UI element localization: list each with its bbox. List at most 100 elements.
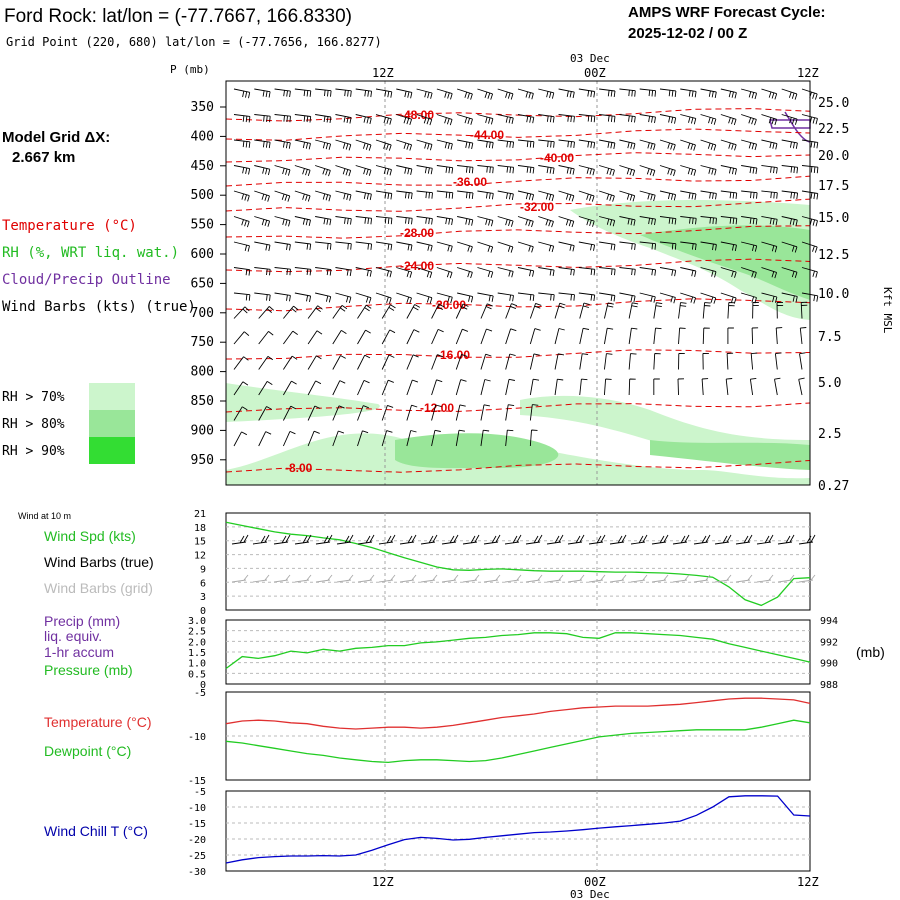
wind-barb [233,114,251,123]
height-tick-label: 7.5 [818,330,841,345]
wind-barb [639,292,656,303]
wind-barb [505,378,515,396]
wind-barb [233,406,248,421]
rh90-swatch [89,437,135,464]
wind-barb [431,328,444,345]
wind-barb-grid [672,574,690,583]
wind-barb [761,88,778,100]
panel-left-tick: 2.0 [188,637,206,648]
height-tick-label: 22.5 [818,122,849,137]
pressure-unit-label: (mb) [856,644,885,660]
wind-barb [335,114,352,124]
wind-barb [315,165,331,177]
wind-barb [599,139,616,149]
wind-barb-grid [441,574,459,583]
wind-barb [406,304,421,319]
wind-barb [457,114,473,125]
panel-left-tick: -15 [188,776,206,787]
wind-barb [294,88,312,97]
series-line-wind-chill [225,795,811,864]
wind-barb [406,354,419,370]
rh80-swatch [89,410,135,437]
wind-barb [258,331,274,345]
wind-barb [294,267,312,276]
wind-barb [628,353,637,370]
wind-barb-grid [630,574,648,583]
wind-barb [480,303,493,319]
wind-barb [558,139,575,148]
wind-barb [741,267,757,279]
legend-rh: RH (%, WRT liq. wat.) [2,245,179,261]
panel-frame [225,512,811,611]
wind-barb [680,139,696,151]
wind-barb [254,267,271,276]
wind-barb [578,114,596,123]
wind-barb [505,404,515,421]
wind-barb [639,165,656,177]
wind-barb-grid [294,574,312,583]
wind-barb [355,292,372,304]
wind10-panel: 21 18 15 12 9 6 3 0 [194,509,816,617]
temperature-contour-label: -32.00 [520,200,554,214]
wind-barb [727,302,735,319]
wind-barb-true [378,534,396,545]
wind-barb [396,88,413,99]
wind-barb [700,292,717,304]
rh80-region-mid [650,440,810,470]
wind-barb [357,430,369,447]
pressure-tick-label: 650 [191,276,214,291]
top-tick-12z-a: 12Z [372,66,394,80]
wind-barb [558,88,575,99]
wind-barb [579,378,588,396]
wind-barb [700,267,717,278]
legend-rh90: RH > 90% [2,444,65,459]
wind-barb [294,216,311,226]
wind-barb [455,429,465,447]
wind-barb-grid [462,574,480,583]
wind-barb-true [588,534,606,545]
wind-barb [558,114,575,123]
wind-barb-true [609,534,627,545]
wind-barb [517,292,535,301]
wind-barb-true [336,534,354,545]
bottom-tick-12z-a: 12Z [372,875,394,889]
wind-barb [455,328,469,345]
wind-barb [680,190,697,200]
pressure-tick-label: 900 [191,423,214,438]
wind-barb [700,114,717,125]
height-ticks: 25.0 22.5 20.0 17.5 15.0 12.5 10.0 7.5 5.0 2.5 0.2… [818,96,849,494]
wind-barb [332,380,346,396]
cycle-label: AMPS WRF Forecast Cycle: [628,4,826,21]
wind-barb [517,139,535,148]
panel-left-tick: -15 [188,819,206,830]
wind-barb [538,190,555,202]
wind-barb-true [231,534,249,545]
wind-barb [233,381,249,396]
wind-barb [599,241,616,251]
wind-barb [517,114,535,124]
wind-barb [578,292,596,302]
wind-barb-true [714,534,732,545]
wind-barb [375,292,392,304]
wind-barb [497,267,514,278]
wind-barb [578,241,596,251]
wind-barb [554,328,565,345]
wind-barb [355,114,372,125]
wind-barb [659,216,677,225]
wind-barb [332,305,348,319]
wind-barb [579,353,589,370]
wind-barb [233,139,251,148]
precip-label: Precip (mm) [44,613,120,629]
height-tick-label: 0.27 [818,479,849,494]
wind-barb [436,190,454,199]
height-tick-label: 15.0 [818,211,849,226]
wind-barb [436,165,454,174]
temperature-contour-label: -8.00 [285,461,313,475]
wind-barb [307,405,321,421]
temperature-contour [225,298,811,312]
wind-barb [720,267,737,278]
wind-barb [416,216,433,225]
wind-barb [749,377,757,396]
cross-section-panel: -48.00-44.00-40.00-36.00-32.00-28.00-24.… [170,63,894,494]
wind-barb [416,88,433,99]
